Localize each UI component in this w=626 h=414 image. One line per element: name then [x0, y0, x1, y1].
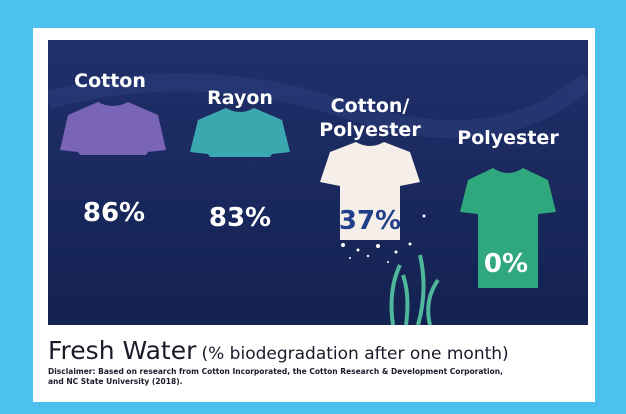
item-value: 0%: [484, 249, 528, 279]
item-label: Cotton/: [331, 95, 410, 117]
cotton-polyester-shirt: [320, 142, 420, 240]
item-value: 86%: [83, 198, 145, 228]
item-label: Polyester: [457, 127, 559, 149]
caption: Fresh Water (% biodegradation after one …: [48, 336, 509, 365]
item-label: Polyester: [319, 119, 421, 141]
item-value: 37%: [339, 206, 401, 236]
wave: [48, 73, 588, 139]
particles: [341, 214, 426, 263]
seaweed: [389, 254, 440, 325]
rayon-shirt: [190, 108, 290, 157]
cotton-shirt: [60, 102, 166, 155]
item-label: Rayon: [207, 87, 273, 109]
item-value: 83%: [209, 203, 271, 233]
item-label: Cotton: [74, 70, 146, 92]
subtitle: (% biodegradation after one month): [201, 344, 509, 364]
title: Fresh Water: [48, 336, 197, 365]
polyester-shirt: [460, 168, 556, 288]
disclaimer: Disclaimer: Based on research from Cotto…: [48, 367, 503, 386]
illustration: Cotton Rayon Cotton/ Polyester Polyester…: [48, 40, 588, 325]
